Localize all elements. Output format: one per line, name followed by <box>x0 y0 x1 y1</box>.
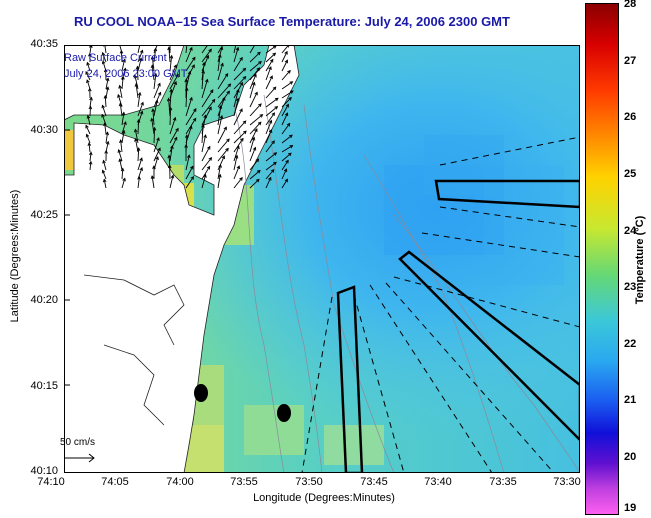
y-tick-label: 40:20 <box>30 294 58 306</box>
colorbar-tick-label: 22 <box>624 338 637 350</box>
colorbar-tick-label: 24 <box>624 225 637 237</box>
y-tick-label: 40:30 <box>30 124 58 136</box>
x-tick-label: 74:00 <box>166 476 194 488</box>
inset-label-line2: July 24, 2006 23:00 GMT <box>64 68 188 80</box>
colorbar-tick-label: 25 <box>624 168 637 180</box>
x-tick-label: 74:10 <box>37 476 65 488</box>
mooring-marker <box>277 404 291 422</box>
map-title: RU COOL NOAA–15 Sea Surface Temperature:… <box>74 14 510 29</box>
colorbar-tick-label: 26 <box>624 111 637 123</box>
ship-track-lines <box>301 136 580 473</box>
colorbar-tick-label: 23 <box>624 281 637 293</box>
mooring-marker <box>194 384 208 402</box>
x-tick-label: 73:40 <box>424 476 452 488</box>
colorbar-tick-label: 28 <box>624 0 637 10</box>
colorbar-tick-label: 27 <box>624 55 637 67</box>
x-tick-label: 73:50 <box>295 476 323 488</box>
map-frame <box>64 45 580 473</box>
colorbar-tick-label: 21 <box>624 394 637 406</box>
land-coast <box>64 45 185 121</box>
temperature-colorbar <box>585 3 619 515</box>
colorbar-tick-label: 19 <box>624 502 637 514</box>
y-axis-label: Latitude (Degrees:Minutes) <box>9 189 21 323</box>
x-tick-label: 74:05 <box>101 476 129 488</box>
colorbar-tick-label: 20 <box>624 451 637 463</box>
x-tick-label: 73:45 <box>360 476 388 488</box>
x-tick-label: 73:30 <box>553 476 581 488</box>
y-tick-label: 40:25 <box>30 209 58 221</box>
x-tick-label: 73:55 <box>230 476 258 488</box>
y-tick-label: 40:10 <box>30 465 58 477</box>
inset-label-line1: Raw Surface Current <box>64 52 167 64</box>
y-tick-label: 40:15 <box>30 380 58 392</box>
surface-current-vectors <box>85 45 294 189</box>
scale-label: 50 cm/s <box>60 437 96 448</box>
x-axis-label: Longitude (Degrees:Minutes) <box>253 492 395 504</box>
scale-arrow-icon <box>65 453 95 463</box>
bathymetry-contours <box>233 94 580 473</box>
sst-map <box>64 45 580 473</box>
y-tick-label: 40:35 <box>30 38 58 50</box>
colorbar-label: Temperature (°C) <box>634 215 646 305</box>
x-tick-label: 73:35 <box>489 476 517 488</box>
